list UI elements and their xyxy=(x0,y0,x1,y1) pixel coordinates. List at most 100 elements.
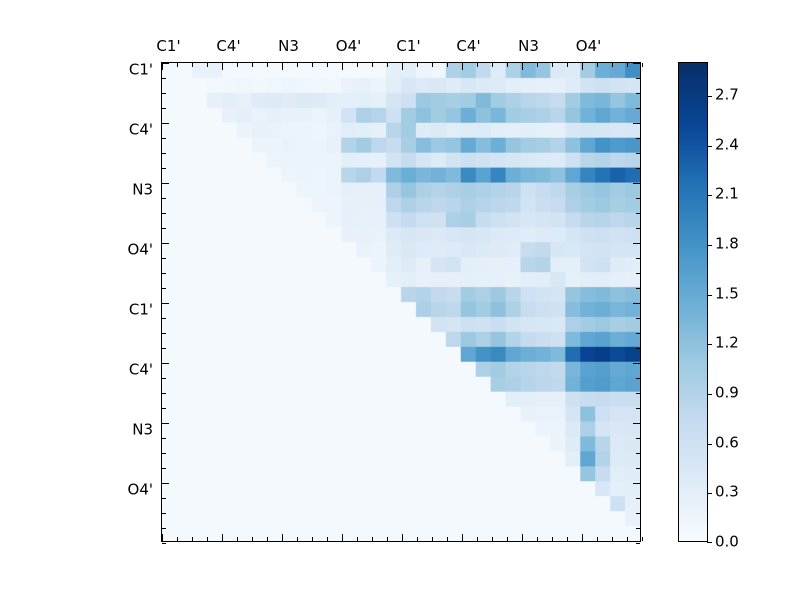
x-tick xyxy=(282,534,283,541)
x-tick xyxy=(177,537,178,541)
y-tick xyxy=(633,483,640,484)
y-tick xyxy=(162,543,166,544)
y-tick xyxy=(162,93,166,94)
x-tick xyxy=(567,63,568,67)
colorbar-tick xyxy=(707,344,712,346)
x-tick xyxy=(537,63,538,67)
y-tick xyxy=(162,183,169,184)
x-tick xyxy=(312,537,313,541)
y-tick xyxy=(636,333,640,334)
colorbar-tick xyxy=(707,542,712,543)
x-tick xyxy=(297,63,298,67)
y-tick-label: N3 xyxy=(132,180,153,198)
x-tick xyxy=(522,63,523,70)
y-tick-label: O4' xyxy=(127,480,153,498)
x-tick xyxy=(582,63,583,70)
y-tick xyxy=(162,348,166,349)
colorbar-tick-label: 2.7 xyxy=(715,85,739,104)
colorbar-tick-label: 1.5 xyxy=(715,284,739,303)
x-tick xyxy=(372,537,373,541)
x-tick xyxy=(462,534,463,541)
heatmap-image[interactable] xyxy=(162,63,640,541)
y-tick xyxy=(162,333,166,334)
x-tick xyxy=(477,537,478,541)
heatmap-axes[interactable] xyxy=(161,62,643,544)
y-tick-label: C4' xyxy=(128,360,153,378)
x-tick xyxy=(492,63,493,67)
y-tick xyxy=(636,153,640,154)
x-tick-label: C1' xyxy=(156,37,181,55)
y-tick xyxy=(162,468,166,469)
x-tick xyxy=(597,63,598,67)
y-tick xyxy=(162,378,166,379)
x-tick xyxy=(237,63,238,67)
x-tick xyxy=(567,537,568,541)
x-tick xyxy=(507,537,508,541)
y-tick xyxy=(633,63,640,64)
colorbar-tick-label: 0.3 xyxy=(715,482,739,501)
x-tick xyxy=(297,537,298,541)
x-tick-label: N3 xyxy=(518,37,539,55)
x-tick xyxy=(432,63,433,67)
x-tick xyxy=(612,537,613,541)
x-tick xyxy=(267,63,268,67)
colorbar-tick xyxy=(707,493,712,495)
x-tick xyxy=(522,534,523,541)
x-tick xyxy=(267,537,268,541)
x-tick xyxy=(537,537,538,541)
y-tick-label: C4' xyxy=(128,120,153,138)
colorbar-tick xyxy=(707,443,712,445)
x-tick xyxy=(237,537,238,541)
x-tick xyxy=(627,63,628,67)
y-tick xyxy=(633,243,640,244)
x-tick-label: N3 xyxy=(278,37,299,55)
y-tick xyxy=(162,393,166,394)
colorbar-gradient xyxy=(679,63,707,541)
y-tick xyxy=(162,168,166,169)
y-tick xyxy=(636,453,640,454)
x-tick xyxy=(387,63,388,67)
y-tick-label: N3 xyxy=(132,420,153,438)
x-tick xyxy=(372,63,373,67)
x-tick xyxy=(417,537,418,541)
y-tick xyxy=(636,93,640,94)
y-tick xyxy=(162,513,166,514)
x-tick xyxy=(552,63,553,67)
colorbar-tick-label: 2.1 xyxy=(715,184,739,203)
x-tick-label: C4' xyxy=(216,37,241,55)
y-tick-label: O4' xyxy=(127,240,153,258)
y-tick xyxy=(636,108,640,109)
x-tick xyxy=(327,63,328,67)
y-tick xyxy=(636,408,640,409)
y-tick xyxy=(162,483,169,484)
colorbar-axes[interactable] xyxy=(678,62,712,543)
x-tick xyxy=(282,63,283,70)
y-tick xyxy=(633,303,640,304)
colorbar-tick-label: 1.2 xyxy=(715,333,739,352)
y-tick xyxy=(162,108,166,109)
x-tick-label: C1' xyxy=(396,37,421,55)
colorbar-tick-label: 0.0 xyxy=(715,532,739,551)
y-tick xyxy=(162,363,169,364)
x-tick xyxy=(222,63,223,70)
x-tick xyxy=(312,63,313,67)
x-tick xyxy=(492,537,493,541)
y-tick xyxy=(636,213,640,214)
y-tick xyxy=(162,303,169,304)
colorbar-tick-label: 0.9 xyxy=(715,383,739,402)
x-tick-label: O4' xyxy=(335,37,362,55)
y-tick xyxy=(162,213,166,214)
y-tick xyxy=(162,288,166,289)
x-tick xyxy=(417,63,418,67)
y-tick xyxy=(636,288,640,289)
y-tick xyxy=(162,153,166,154)
y-tick xyxy=(162,423,169,424)
x-tick xyxy=(342,534,343,541)
y-tick xyxy=(636,198,640,199)
y-tick xyxy=(636,258,640,259)
y-tick xyxy=(162,63,169,64)
x-tick xyxy=(177,63,178,67)
colorbar-tick xyxy=(707,195,712,197)
x-tick xyxy=(507,63,508,67)
